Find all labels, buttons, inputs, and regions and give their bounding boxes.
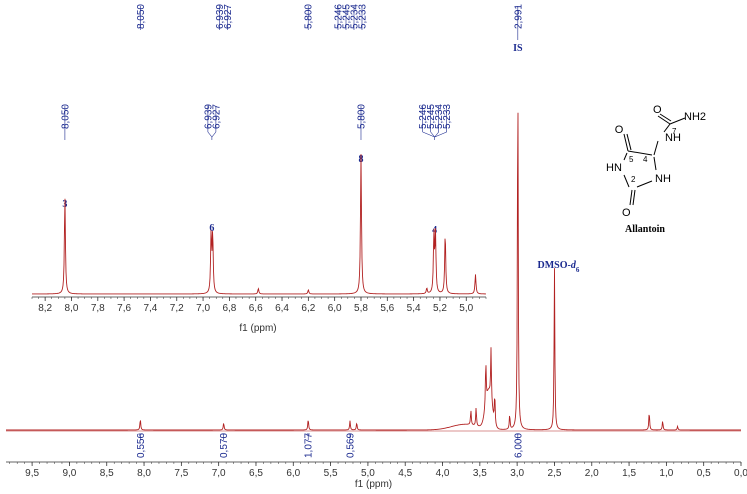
peak-label: 8,050 bbox=[136, 4, 147, 29]
peak-label: 5,234 bbox=[349, 4, 360, 29]
peak-label: 5,233 bbox=[442, 104, 453, 129]
peak-label: 6,939 bbox=[215, 4, 226, 29]
peak-label: 5,245 bbox=[426, 104, 437, 129]
main-tick-label: 7,0 bbox=[212, 468, 226, 479]
main-tick-label: 9,0 bbox=[62, 468, 76, 479]
main-tick-label: 4,5 bbox=[398, 468, 412, 479]
main-tick-label: 8,5 bbox=[100, 468, 114, 479]
main-tick-label: 9,5 bbox=[25, 468, 39, 479]
main-tick-label: 6,0 bbox=[286, 468, 300, 479]
peak-label: 5,245 bbox=[341, 4, 352, 29]
main-tick-label: 5,5 bbox=[324, 468, 338, 479]
inset-tick-label: 7,8 bbox=[91, 303, 105, 314]
main-tick-label: 6,5 bbox=[249, 468, 263, 479]
allantoin-structure: O NH HN O NH NH2 O 5 4 2 7 Allantoin bbox=[606, 104, 706, 235]
dmso-d: d bbox=[571, 260, 577, 271]
inset-x-axis-label: f1 (ppm) bbox=[239, 323, 276, 334]
inset-x-ticks: 8,2 8,0 7,8 7,6 7,4 7,2 7,0 6,8 6,6 6,4 6,2 6,0 5,8 5… bbox=[31, 297, 487, 314]
integral-value: 0,556 bbox=[136, 433, 147, 458]
assignment-label: 6 bbox=[209, 223, 214, 234]
main-tick-label: 5,0 bbox=[361, 468, 375, 479]
inset-background bbox=[26, 30, 492, 336]
main-tick-label: 2,0 bbox=[585, 468, 599, 479]
structure-bonds bbox=[623, 113, 686, 206]
main-tick-label: 1,0 bbox=[659, 468, 673, 479]
dmso-annotation: DMSO-d6 bbox=[538, 260, 580, 274]
main-tick-label: 0,5 bbox=[697, 468, 711, 479]
assignment-label: 4 bbox=[432, 225, 437, 236]
peak-label: 5,800 bbox=[356, 104, 367, 129]
peak-label-leader bbox=[430, 131, 435, 138]
struct-o-top: O bbox=[615, 124, 624, 136]
dmso-subscript: 6 bbox=[576, 266, 580, 274]
inset-tick-label: 7,2 bbox=[170, 303, 184, 314]
peak-label: 6,939 bbox=[203, 104, 214, 129]
main-tick-label: 4,0 bbox=[436, 468, 450, 479]
main-tick-label: 3,0 bbox=[510, 468, 524, 479]
integral-value: 0,570 bbox=[219, 433, 230, 458]
inset-tick-label: 8,0 bbox=[65, 303, 79, 314]
inset-tick-label: 5,4 bbox=[407, 303, 421, 314]
peak-label: 2,991 bbox=[513, 4, 524, 29]
main-x-axis-label: f1 (ppm) bbox=[355, 479, 392, 490]
struct-num-5: 5 bbox=[629, 155, 634, 164]
main-x-ticks: 9,5 9,0 8,5 8,0 7,5 7,0 6,5 6,0 5,5 5,0 4,5 4,0 3,5 3… bbox=[9, 462, 747, 479]
main-integrals: 0,556 0,570 1,077 0,569 6,000 bbox=[136, 433, 524, 458]
inset-tick-label: 5,2 bbox=[433, 303, 447, 314]
inset-tick-label: 6,8 bbox=[222, 303, 236, 314]
peak-label-leader bbox=[434, 131, 447, 138]
peak-label: 5,246 bbox=[333, 4, 344, 29]
inset-tick-label: 7,4 bbox=[143, 303, 157, 314]
inset-tick-label: 6,0 bbox=[328, 303, 342, 314]
inset-tick-label: 7,0 bbox=[196, 303, 210, 314]
peak-label: 6,927 bbox=[211, 104, 222, 129]
inset-tick-label: 5,8 bbox=[354, 303, 368, 314]
peak-label-leader bbox=[211, 131, 217, 138]
peak-label: 5,234 bbox=[434, 104, 445, 129]
peak-label-leader bbox=[434, 131, 439, 138]
struct-nh2: NH2 bbox=[684, 111, 706, 123]
main-spectrum-trace bbox=[6, 112, 741, 431]
inset-tick-label: 6,6 bbox=[249, 303, 263, 314]
struct-o-bottom: O bbox=[622, 207, 631, 219]
peak-label-leader bbox=[207, 131, 213, 138]
struct-hn: HN bbox=[606, 162, 622, 174]
main-tick-label: 1,5 bbox=[622, 468, 636, 479]
structure-name: Allantoin bbox=[625, 224, 665, 235]
inset-tick-label: 6,4 bbox=[275, 303, 289, 314]
inset-tick-label: 7,6 bbox=[117, 303, 131, 314]
struct-nh-side: NH bbox=[665, 132, 681, 144]
peak-label: 8,050 bbox=[60, 104, 71, 129]
main-tick-label: 8,0 bbox=[137, 468, 151, 479]
inset-tick-label: 5,6 bbox=[380, 303, 394, 314]
inset-tick-label: 8,2 bbox=[38, 303, 52, 314]
integral-value: 1,077 bbox=[304, 433, 315, 458]
peak-label: 5,800 bbox=[304, 4, 315, 29]
is-annotation: IS bbox=[513, 43, 523, 54]
struct-o-amide: O bbox=[653, 104, 662, 116]
inset-tick-label: 5,0 bbox=[459, 303, 473, 314]
peak-label-leader bbox=[422, 131, 435, 138]
main-tick-label: 2,5 bbox=[547, 468, 561, 479]
dmso-text: DMSO- bbox=[538, 260, 571, 271]
struct-nh-ring: NH bbox=[655, 173, 671, 185]
peak-label: 5,233 bbox=[357, 4, 368, 29]
peak-label: 6,927 bbox=[223, 4, 234, 29]
main-tick-label: 7,5 bbox=[174, 468, 188, 479]
struct-num-4: 4 bbox=[643, 155, 648, 164]
inset-spectrum-trace bbox=[32, 154, 487, 295]
inset-tick-label: 6,2 bbox=[301, 303, 315, 314]
struct-num-2: 2 bbox=[631, 175, 636, 184]
main-annotations: IS DMSO-d6 bbox=[513, 43, 580, 274]
struct-num-7: 7 bbox=[672, 127, 677, 136]
integral-value: 0,569 bbox=[345, 433, 356, 458]
main-tick-label: 3,5 bbox=[473, 468, 487, 479]
main-tick-label: 0,0 bbox=[734, 468, 747, 479]
peak-label: 5,246 bbox=[418, 104, 429, 129]
integral-value: 6,000 bbox=[513, 433, 524, 458]
